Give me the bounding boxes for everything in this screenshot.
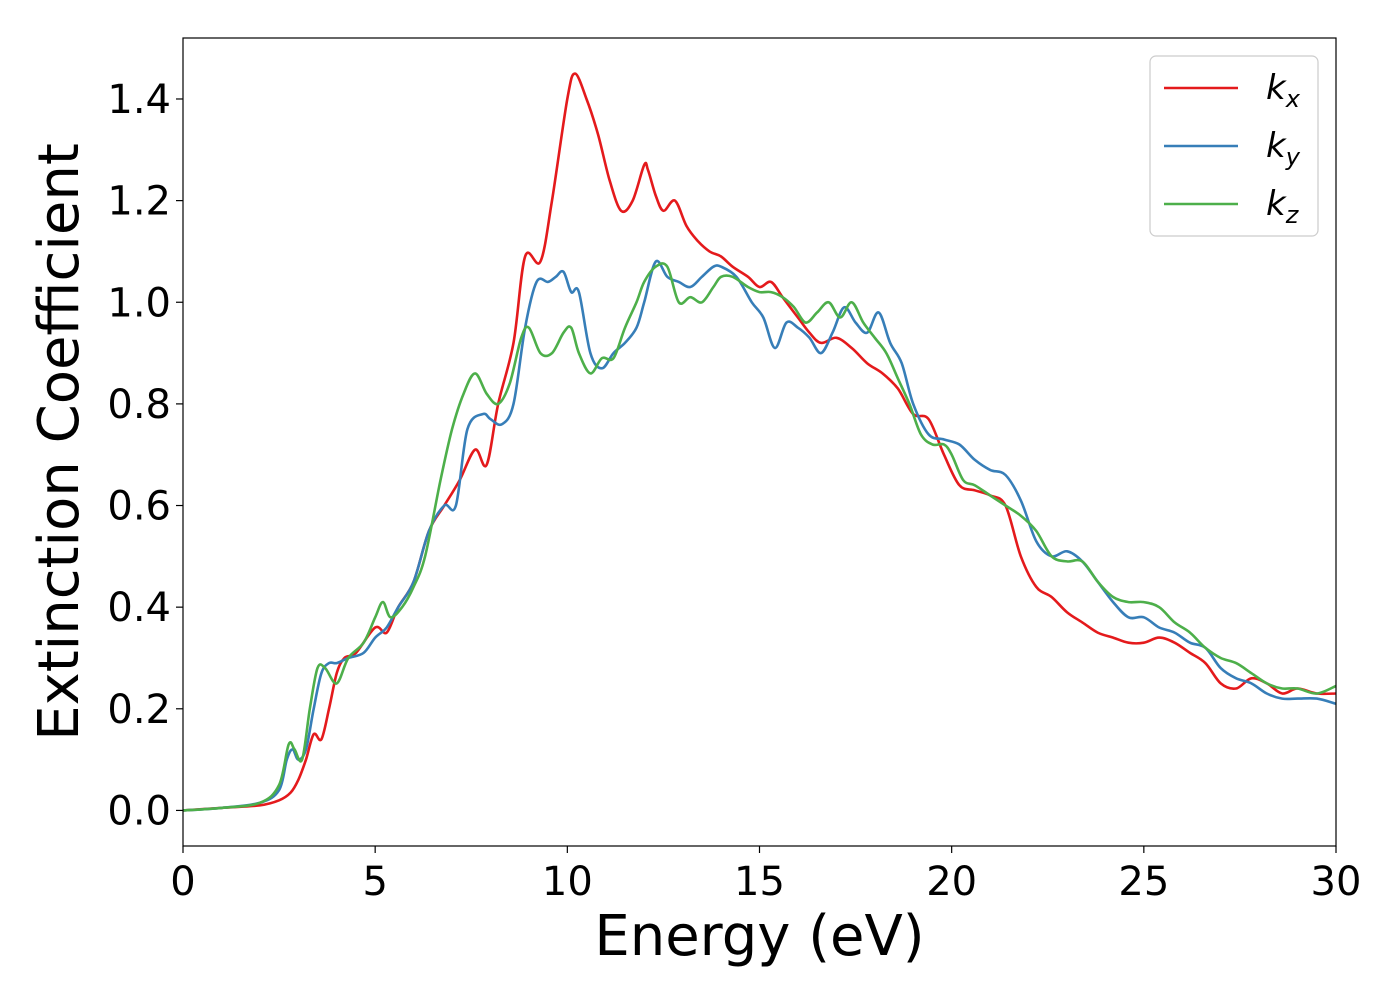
series-layer xyxy=(183,72,1336,812)
legend: kx ky kz xyxy=(1149,55,1319,237)
x-axis-title: Energy (eV) xyxy=(594,904,924,969)
x-tick-label: 25 xyxy=(1118,859,1169,905)
x-tick-label: 5 xyxy=(362,859,387,905)
y-tick-label: 0.0 xyxy=(107,788,171,834)
y-tick-label: 0.6 xyxy=(107,484,171,530)
x-tick-label: 0 xyxy=(170,859,195,905)
series-line-z xyxy=(183,262,1336,812)
y-axis-title: Extinction Coefficient xyxy=(27,143,92,741)
legend-label-y: ky xyxy=(1266,126,1301,171)
series-line-x xyxy=(183,72,1336,812)
x-tick-label: 20 xyxy=(926,859,977,905)
legend-label-z: kz xyxy=(1266,184,1300,229)
y-tick-label: 0.2 xyxy=(107,687,171,733)
x-tick-label: 10 xyxy=(542,859,593,905)
x-axis-ticks: 0 5 10 15 20 25 30 xyxy=(170,846,1361,905)
y-tick-label: 0.8 xyxy=(107,382,171,428)
y-axis-ticks: 0.0 0.2 0.4 0.6 0.8 1.0 1.2 1.4 xyxy=(107,77,183,834)
y-tick-label: 1.2 xyxy=(107,179,171,225)
y-tick-label: 1.4 xyxy=(107,77,171,123)
y-tick-label: 1.0 xyxy=(107,280,171,326)
legend-label-x: kx xyxy=(1266,68,1301,113)
x-tick-label: 15 xyxy=(734,859,785,905)
x-tick-label: 30 xyxy=(1311,859,1362,905)
y-tick-label: 0.4 xyxy=(107,585,171,631)
